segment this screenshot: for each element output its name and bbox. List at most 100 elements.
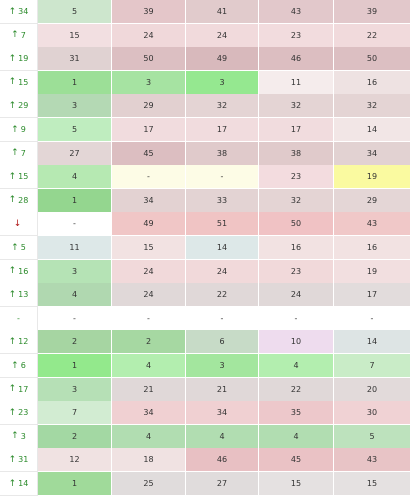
value-cell: 24 [112, 259, 186, 284]
value-cell: 24 [186, 23, 259, 48]
value-cell: 2 [112, 330, 186, 355]
value-cell: 31 [38, 47, 112, 72]
rank-change-cell: ↑ 7 [0, 141, 38, 166]
table-row: ↑ 3 2 4 4 4 5 [0, 424, 411, 449]
value-cell: - [186, 306, 259, 331]
rank-change-cell: ↑ 7 [0, 23, 38, 48]
rank-change-value: 12 [18, 337, 29, 347]
table-row: ↑ 9 5 17 17 17 14 [0, 118, 411, 142]
rank-change-value: 7 [20, 148, 26, 158]
table-row: ↑ 13 4 24 22 24 17 [0, 283, 411, 308]
value-cell: 29 [334, 188, 411, 213]
value-cell: 4 [259, 354, 334, 378]
table-row: ↑ 5 11 15 14 16 16 [0, 236, 411, 260]
value-cell: 15 [259, 472, 334, 496]
value-cell: 19 [334, 259, 411, 284]
value-cell: 1 [38, 472, 112, 496]
value-cell: 50 [259, 212, 334, 237]
arrow-up-icon: ↑ [8, 53, 17, 64]
value-cell: 46 [186, 448, 259, 473]
table-row: ↑ 7 15 24 24 23 22 [0, 23, 411, 48]
arrow-up-icon: ↑ [8, 407, 17, 418]
value-cell: 45 [112, 141, 186, 166]
arrow-up-icon: ↑ [11, 30, 19, 41]
value-cell: 17 [259, 118, 334, 142]
rank-change-cell: ↑ 14 [0, 472, 38, 496]
value-cell: 21 [186, 377, 259, 402]
rank-change-value: 17 [18, 384, 29, 394]
value-cell: 38 [259, 141, 334, 166]
value-cell: 16 [334, 236, 411, 260]
value-cell: 50 [334, 47, 411, 72]
value-cell: 4 [112, 354, 186, 378]
value-cell: 34 [112, 401, 186, 426]
value-cell: 33 [186, 188, 259, 213]
value-cell: 5 [38, 0, 112, 24]
value-cell: 23 [259, 165, 334, 190]
rank-change-cell: - [0, 306, 38, 331]
value-cell: 10 [259, 330, 334, 355]
value-cell: 2 [38, 330, 112, 355]
value-cell: 3 [186, 354, 259, 378]
table-row: ------ [0, 306, 411, 331]
table-row: ↑ 19 31 50 49 46 50 [0, 47, 411, 72]
rank-change-cell: ↑ 29 [0, 94, 38, 119]
rank-change-value: 15 [18, 172, 29, 182]
arrow-up-icon: ↑ [8, 171, 17, 182]
value-cell: 21 [112, 377, 186, 402]
value-cell: 12 [38, 448, 112, 473]
table-row: ↑ 15 4- -23 19 [0, 165, 411, 190]
value-cell: 39 [112, 0, 186, 24]
table-row: ↑ 15 1 3 3 11 16 [0, 70, 411, 95]
arrow-up-icon: ↑ [8, 289, 17, 300]
rank-change-value: 34 [18, 7, 29, 16]
rank-change-value: 14 [18, 479, 29, 488]
table-row: ↑ 16 3 24 24 23 19 [0, 259, 411, 284]
value-cell: 4 [259, 424, 334, 449]
value-cell: 46 [259, 47, 334, 72]
rank-change-cell: ↑ 9 [0, 118, 38, 142]
value-cell: 49 [186, 47, 259, 72]
value-cell: 32 [259, 188, 334, 213]
value-cell: - [112, 165, 186, 190]
rank-change-cell: ↑ 34 [0, 0, 38, 24]
arrow-up-icon: ↑ [8, 384, 17, 395]
value-cell: 34 [112, 188, 186, 213]
value-cell: 32 [334, 94, 411, 119]
value-cell: 29 [112, 94, 186, 119]
value-cell: - [38, 212, 112, 237]
arrow-up-icon: ↑ [8, 100, 17, 111]
rank-change-cell: ↑ 13 [0, 283, 38, 308]
rank-change-value: 16 [18, 266, 29, 276]
value-cell: 45 [259, 448, 334, 473]
arrow-up-icon: ↑ [11, 124, 19, 135]
table-row: ↑ 17 3 21 21 22 20 [0, 377, 411, 402]
arrow-up-icon: ↑ [11, 360, 19, 371]
value-cell: 11 [38, 236, 112, 260]
value-cell: 43 [334, 212, 411, 237]
table-row: ↑ 29 3 29 32 32 32 [0, 94, 411, 119]
value-cell: 43 [334, 448, 411, 473]
table-row: ↓ -49 51 50 43 [0, 212, 411, 237]
rank-change-cell: ↑ 19 [0, 47, 38, 72]
rank-change-value: 13 [18, 290, 29, 300]
arrow-down-icon: ↓ [13, 218, 22, 229]
value-cell: 17 [186, 118, 259, 142]
value-cell: 1 [38, 70, 112, 95]
value-cell: 49 [112, 212, 186, 237]
rank-change-cell: ↑ 12 [0, 330, 38, 355]
value-cell: 22 [186, 283, 259, 308]
arrow-up-icon: ↑ [8, 454, 17, 465]
arrow-up-icon: ↑ [8, 77, 17, 88]
value-cell: 4 [38, 165, 112, 190]
value-cell: 4 [38, 283, 112, 308]
rank-change-value: - [17, 313, 20, 323]
value-cell: 32 [186, 94, 259, 119]
value-cell: 14 [334, 118, 411, 142]
rank-change-cell: ↑ 16 [0, 259, 38, 284]
value-cell: 1 [38, 188, 112, 213]
value-cell: 7 [334, 354, 411, 378]
value-cell: 35 [259, 401, 334, 426]
value-cell: 4 [186, 424, 259, 449]
